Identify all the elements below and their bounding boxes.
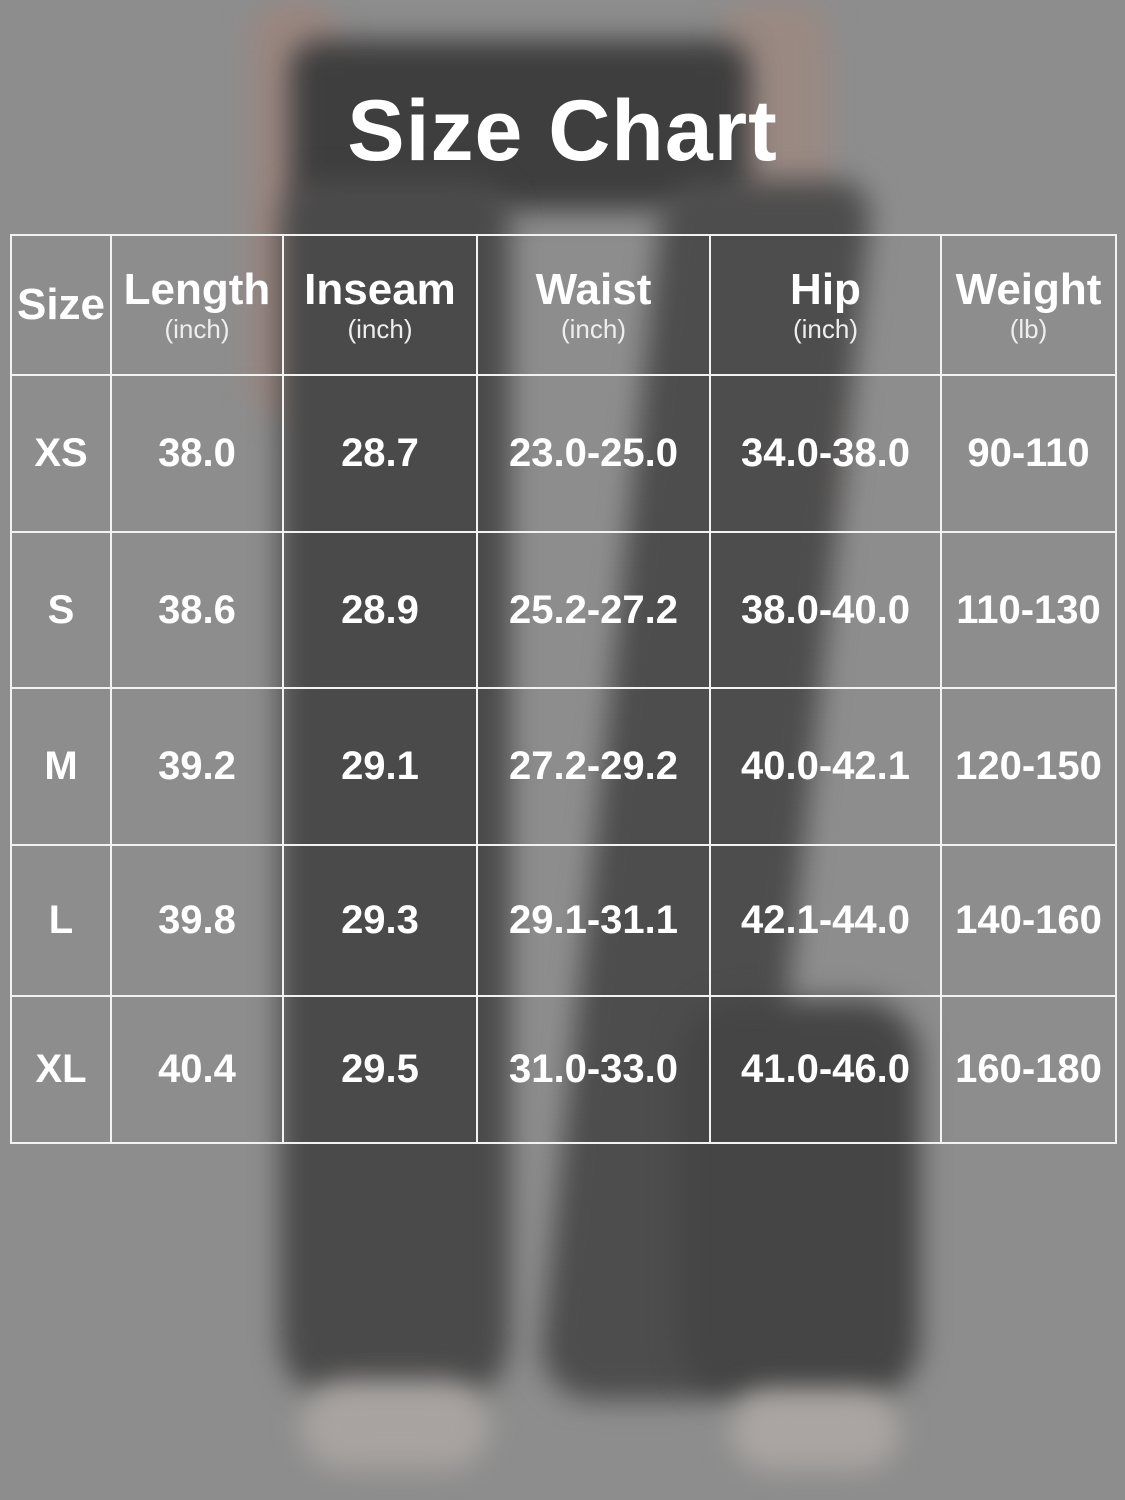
cell-size: S [10, 531, 112, 689]
table-row: S 38.6 28.9 25.2-27.2 38.0-40.0 110-130 [10, 531, 1117, 689]
cell-weight: 140-160 [940, 844, 1117, 997]
header-hip: Hip (inch) [709, 234, 942, 376]
cell-weight: 160-180 [940, 995, 1117, 1144]
cell-size: XS [10, 374, 112, 533]
table-row: XL 40.4 29.5 31.0-33.0 41.0-46.0 160-180 [10, 995, 1117, 1144]
cell-weight: 120-150 [940, 687, 1117, 846]
cell-waist: 23.0-25.0 [476, 374, 711, 533]
cell-hip: 42.1-44.0 [709, 844, 942, 997]
cell-weight: 90-110 [940, 374, 1117, 533]
cell-hip: 40.0-42.1 [709, 687, 942, 846]
cell-size: XL [10, 995, 112, 1144]
cell-length: 39.2 [110, 687, 284, 846]
cell-waist: 29.1-31.1 [476, 844, 711, 997]
header-length: Length (inch) [110, 234, 284, 376]
cell-inseam: 28.9 [282, 531, 478, 689]
cell-inseam: 29.1 [282, 687, 478, 846]
cell-weight: 110-130 [940, 531, 1117, 689]
header-waist: Waist (inch) [476, 234, 711, 376]
header-weight: Weight (lb) [940, 234, 1117, 376]
cell-length: 38.6 [110, 531, 284, 689]
cell-waist: 31.0-33.0 [476, 995, 711, 1144]
cell-length: 40.4 [110, 995, 284, 1144]
cell-hip: 41.0-46.0 [709, 995, 942, 1144]
cell-length: 39.8 [110, 844, 284, 997]
cell-hip: 34.0-38.0 [709, 374, 942, 533]
table-row: L 39.8 29.3 29.1-31.1 42.1-44.0 140-160 [10, 844, 1117, 997]
cell-inseam: 29.5 [282, 995, 478, 1144]
table-row: M 39.2 29.1 27.2-29.2 40.0-42.1 120-150 [10, 687, 1117, 846]
cell-inseam: 29.3 [282, 844, 478, 997]
size-chart-table: Size Length (inch) Inseam (inch) Waist (inc… [10, 234, 1117, 1144]
cell-inseam: 28.7 [282, 374, 478, 533]
header-inseam: Inseam (inch) [282, 234, 478, 376]
cell-waist: 27.2-29.2 [476, 687, 711, 846]
header-size: Size [10, 234, 112, 376]
right-shoe [730, 1390, 900, 1470]
left-shoe [300, 1380, 490, 1470]
cell-hip: 38.0-40.0 [709, 531, 942, 689]
cell-waist: 25.2-27.2 [476, 531, 711, 689]
cell-size: M [10, 687, 112, 846]
page-title: Size Chart [347, 83, 778, 179]
cell-size: L [10, 844, 112, 997]
header-row: Size Length (inch) Inseam (inch) Waist (inc… [10, 234, 1117, 376]
cell-length: 38.0 [110, 374, 284, 533]
table-row: XS 38.0 28.7 23.0-25.0 34.0-38.0 90-110 [10, 374, 1117, 533]
